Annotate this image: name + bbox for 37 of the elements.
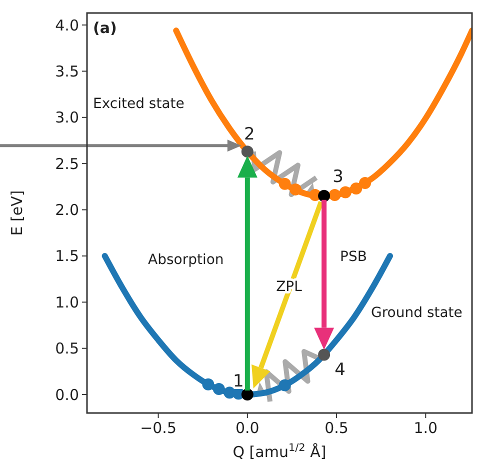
x-tick-label: 0.0 [235,419,260,437]
x-axis-title: Q [amu$^{1/2}$ Å] [232,442,326,461]
point [318,348,330,361]
annotation: 4 [334,360,346,380]
y-tick-label: 2.0 [55,201,79,220]
point [350,182,362,195]
point [359,176,372,189]
annotation: 1 [233,371,244,392]
point [202,378,214,390]
annotation: Excited state [93,96,184,112]
point [290,183,302,196]
y-tick-label: 4.0 [55,16,79,34]
y-tick-label: 1.0 [55,293,79,312]
point [318,190,330,202]
y-axis-title: E [eV] [8,190,26,236]
point [241,388,254,401]
annotation: PSB [340,249,367,265]
x-tick-label: 0.5 [324,419,348,437]
annotation: Absorption [148,252,224,268]
point [212,382,225,395]
y-tick-label: 1.5 [55,247,79,266]
point [278,379,291,392]
y-tick-label: 2.5 [55,154,79,173]
y-tick-label: 3.0 [55,108,79,127]
annotation: (a) [93,19,117,37]
x-tick-label: 1.0 [414,419,438,437]
y-tick-label: 0.0 [55,386,79,404]
point [339,186,352,198]
y-tick-label: 3.5 [55,62,79,80]
annotation: Ground state [371,305,462,321]
annotation: 2 [244,124,255,145]
point [278,178,291,190]
x-tick-label: −0.5 [140,419,177,437]
y-tick-label: 0.5 [55,340,79,358]
point [328,188,341,201]
annotation: 3 [332,166,344,187]
point [241,146,254,158]
